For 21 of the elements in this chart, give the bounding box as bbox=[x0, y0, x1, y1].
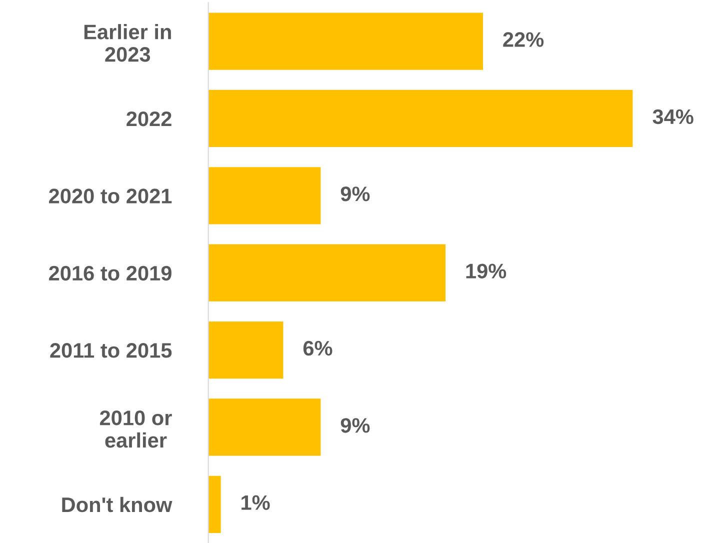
bar bbox=[208, 90, 633, 148]
bar bbox=[208, 321, 284, 379]
y-tick-label: Don't know bbox=[62, 496, 172, 512]
data-label: 22% bbox=[503, 32, 544, 47]
data-label: 6% bbox=[303, 340, 332, 356]
bar bbox=[208, 476, 221, 533]
data-label: 1% bbox=[242, 495, 270, 510]
y-tick-label: 2020 to 2021 bbox=[49, 188, 172, 204]
y-tick-label: Earlier in 2023 bbox=[84, 24, 171, 62]
data-label: 34% bbox=[652, 109, 694, 124]
bar bbox=[208, 12, 483, 70]
y-tick-label: 2010 or earlier bbox=[100, 410, 172, 448]
data-label: 9% bbox=[340, 418, 370, 433]
data-label: 9% bbox=[340, 186, 370, 202]
bar bbox=[208, 398, 321, 456]
bar bbox=[208, 167, 321, 224]
bar bbox=[208, 244, 446, 302]
data-label: 19% bbox=[466, 264, 506, 278]
y-tick-label: 2022 bbox=[126, 111, 172, 126]
y-tick-label: 2011 to 2015 bbox=[50, 343, 172, 358]
y-tick-label: 2016 to 2019 bbox=[49, 266, 172, 281]
